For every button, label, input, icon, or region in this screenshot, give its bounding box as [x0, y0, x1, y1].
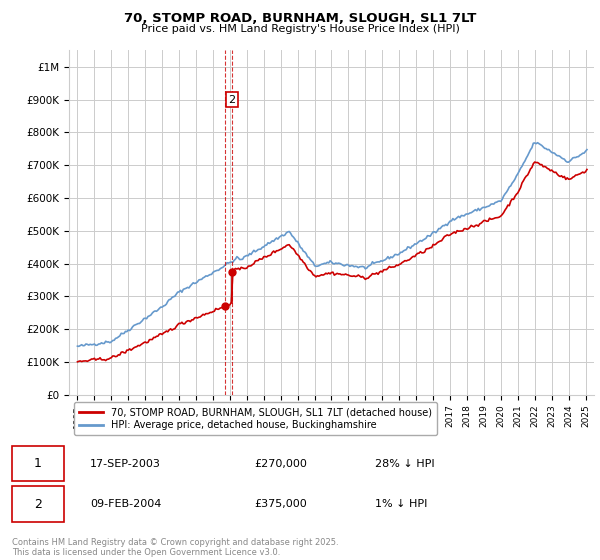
Legend: 70, STOMP ROAD, BURNHAM, SLOUGH, SL1 7LT (detached house), HPI: Average price, d: 70, STOMP ROAD, BURNHAM, SLOUGH, SL1 7LT… [74, 402, 437, 435]
Text: 09-FEB-2004: 09-FEB-2004 [90, 499, 161, 509]
Text: 28% ↓ HPI: 28% ↓ HPI [375, 459, 434, 469]
Text: Price paid vs. HM Land Registry's House Price Index (HPI): Price paid vs. HM Land Registry's House … [140, 24, 460, 34]
Text: Contains HM Land Registry data © Crown copyright and database right 2025.
This d: Contains HM Land Registry data © Crown c… [12, 538, 338, 557]
Text: £375,000: £375,000 [254, 499, 307, 509]
Text: 2: 2 [229, 95, 235, 105]
Text: 1: 1 [34, 457, 42, 470]
Text: 2: 2 [34, 497, 42, 511]
Text: 70, STOMP ROAD, BURNHAM, SLOUGH, SL1 7LT: 70, STOMP ROAD, BURNHAM, SLOUGH, SL1 7LT [124, 12, 476, 25]
FancyBboxPatch shape [12, 446, 64, 481]
Text: 17-SEP-2003: 17-SEP-2003 [90, 459, 161, 469]
FancyBboxPatch shape [12, 486, 64, 522]
Text: £270,000: £270,000 [254, 459, 307, 469]
Text: 1% ↓ HPI: 1% ↓ HPI [375, 499, 427, 509]
